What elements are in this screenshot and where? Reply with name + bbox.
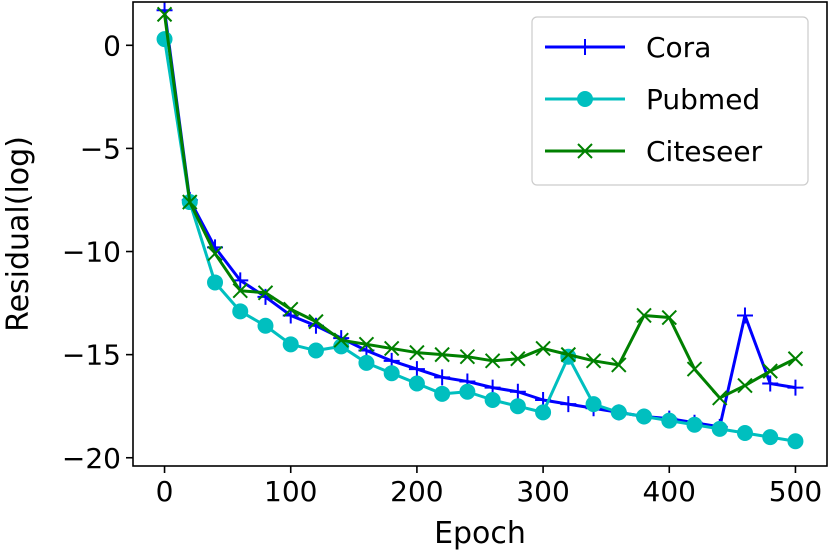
cora-point bbox=[787, 379, 804, 396]
citeseer-point bbox=[283, 301, 299, 317]
citeseer-point bbox=[459, 348, 476, 365]
citeseer-point bbox=[686, 361, 703, 377]
citeseer-point bbox=[232, 283, 248, 299]
citeseer-point bbox=[535, 340, 551, 357]
citeseer-point bbox=[737, 377, 753, 394]
series-citeseer bbox=[156, 6, 804, 406]
pubmed-point bbox=[307, 342, 324, 359]
pubmed-point bbox=[787, 433, 804, 450]
legend-cora-label: Cora bbox=[646, 31, 711, 64]
pubmed-point bbox=[408, 375, 425, 392]
citeseer-point bbox=[182, 194, 198, 210]
y-tick-label: −15 bbox=[62, 339, 121, 372]
x-tick-label: 400 bbox=[643, 475, 696, 508]
citeseer-point bbox=[156, 6, 173, 23]
pubmed-point bbox=[383, 365, 400, 382]
citeseer-point bbox=[787, 351, 804, 367]
axes: 0 100 200 300 400 500 0 −5 −10 −15 −20 bbox=[62, 29, 822, 508]
citeseer-point bbox=[207, 245, 223, 262]
x-tick-label: 200 bbox=[390, 475, 443, 508]
citeseer-point bbox=[611, 357, 627, 373]
citeseer-point bbox=[712, 390, 728, 406]
pubmed-point bbox=[585, 396, 602, 413]
citeseer-point bbox=[257, 285, 274, 301]
citeseer-point bbox=[762, 363, 778, 379]
pubmed-point bbox=[610, 404, 627, 421]
legend-pubmed-marker bbox=[577, 91, 593, 107]
citeseer-point bbox=[333, 332, 349, 348]
plot-area bbox=[156, 2, 804, 450]
pubmed-point bbox=[257, 317, 274, 334]
legend-box bbox=[531, 16, 809, 186]
x-tick-label: 100 bbox=[264, 475, 317, 508]
legend-citeseer-marker bbox=[577, 143, 593, 159]
citeseer-point bbox=[560, 346, 577, 363]
y-tick-label: −20 bbox=[62, 442, 121, 475]
legend-item-citeseer: Citeseer bbox=[545, 135, 763, 168]
plot-frame bbox=[132, 1, 828, 467]
y-tick-label: −10 bbox=[62, 236, 121, 269]
pubmed-point bbox=[484, 392, 501, 409]
pubmed-point bbox=[686, 416, 703, 433]
legend: Cora Pubmed Citeseer bbox=[531, 16, 809, 186]
legend-pubmed-label: Pubmed bbox=[646, 83, 760, 116]
citeseer-point bbox=[661, 309, 677, 326]
legend-citeseer-label: Citeseer bbox=[646, 135, 763, 168]
cora-point bbox=[509, 383, 526, 400]
cora-point bbox=[736, 307, 753, 324]
citeseer-line bbox=[163, 14, 797, 400]
pubmed-point bbox=[636, 408, 653, 425]
pubmed-point bbox=[232, 303, 249, 320]
cora-point bbox=[434, 369, 451, 386]
x-tick-label: 500 bbox=[769, 475, 822, 508]
citeseer-point bbox=[383, 340, 400, 357]
citeseer-point bbox=[409, 344, 425, 361]
cora-point bbox=[408, 361, 425, 378]
legend-item-cora: Cora bbox=[545, 31, 711, 64]
legend-item-pubmed: Pubmed bbox=[545, 83, 760, 116]
y-tick-label: 0 bbox=[103, 29, 121, 62]
y-axis-label: Residual(log) bbox=[1, 136, 36, 332]
cora-point bbox=[762, 375, 779, 392]
pubmed-point bbox=[711, 420, 728, 437]
series-pubmed bbox=[156, 31, 804, 450]
citeseer-point bbox=[510, 351, 526, 367]
citeseer-point bbox=[308, 313, 324, 330]
pubmed-point bbox=[509, 398, 526, 415]
y-tick-label: −5 bbox=[80, 132, 121, 165]
pubmed-point bbox=[736, 425, 753, 442]
citeseer-point bbox=[434, 346, 450, 363]
cora-point bbox=[560, 396, 577, 413]
pubmed-point bbox=[358, 354, 375, 371]
citeseer-point bbox=[585, 353, 602, 369]
pubmed-point bbox=[434, 385, 451, 402]
pubmed-point bbox=[762, 429, 779, 446]
pubmed-point bbox=[282, 336, 299, 353]
citeseer-point bbox=[636, 307, 652, 324]
pubmed-point bbox=[661, 412, 678, 429]
x-tick-label: 300 bbox=[516, 475, 569, 508]
pubmed-point bbox=[535, 404, 552, 421]
pubmed-point bbox=[459, 383, 476, 400]
citeseer-point bbox=[358, 336, 375, 353]
pubmed-point bbox=[207, 274, 224, 291]
x-axis-label: Epoch bbox=[434, 516, 526, 551]
x-tick-label: 0 bbox=[156, 475, 174, 508]
citeseer-point bbox=[484, 353, 501, 369]
legend-cora-marker bbox=[577, 39, 593, 55]
